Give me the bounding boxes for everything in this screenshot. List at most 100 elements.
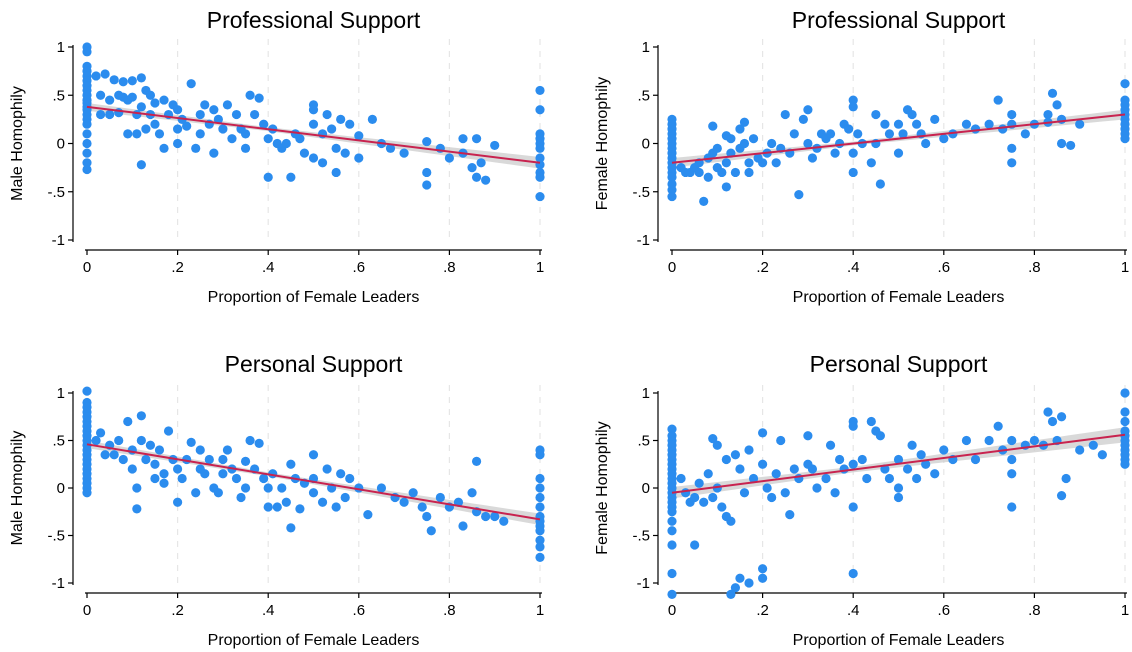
y-tick-label: -1 bbox=[637, 232, 650, 249]
data-point bbox=[195, 129, 205, 139]
data-point bbox=[408, 488, 418, 498]
data-point bbox=[744, 578, 754, 588]
data-point bbox=[245, 90, 255, 100]
data-point bbox=[317, 497, 328, 507]
data-point bbox=[1020, 129, 1030, 139]
data-point bbox=[136, 73, 146, 83]
data-point bbox=[118, 454, 128, 465]
data-point bbox=[758, 428, 768, 438]
data-point bbox=[354, 131, 364, 141]
data-point bbox=[703, 469, 713, 479]
data-point bbox=[132, 483, 142, 493]
data-point bbox=[218, 469, 228, 479]
x-tick-label: .6 bbox=[353, 602, 366, 619]
data-point bbox=[82, 119, 92, 129]
data-point bbox=[739, 138, 750, 149]
data-point bbox=[730, 167, 741, 178]
data-point bbox=[159, 143, 169, 153]
data-point bbox=[422, 511, 432, 522]
data-point bbox=[250, 109, 260, 120]
data-point bbox=[848, 459, 858, 469]
data-point bbox=[422, 180, 432, 190]
data-point bbox=[182, 121, 192, 131]
data-point bbox=[277, 483, 287, 493]
data-point bbox=[803, 138, 813, 149]
data-point bbox=[136, 435, 146, 446]
data-point bbox=[422, 136, 432, 147]
data-point bbox=[145, 90, 156, 100]
data-point bbox=[825, 440, 836, 450]
data-point bbox=[767, 138, 777, 149]
x-tick-label: .4 bbox=[262, 602, 275, 619]
data-point bbox=[191, 143, 201, 153]
data-point bbox=[173, 464, 183, 474]
data-point bbox=[680, 488, 691, 498]
data-point bbox=[767, 492, 777, 503]
y-tick-label: 1 bbox=[642, 385, 650, 402]
data-point bbox=[712, 143, 722, 153]
data-point bbox=[191, 488, 201, 498]
x-tick-label: .8 bbox=[1028, 602, 1041, 619]
data-point bbox=[907, 109, 917, 120]
data-point bbox=[875, 431, 885, 441]
data-point bbox=[240, 456, 251, 466]
data-point bbox=[699, 497, 709, 507]
data-point bbox=[893, 454, 904, 465]
data-point bbox=[721, 454, 731, 465]
x-tick-label: .8 bbox=[443, 259, 456, 276]
data-point bbox=[195, 109, 205, 120]
data-point bbox=[970, 454, 981, 465]
data-point bbox=[835, 138, 845, 149]
data-point bbox=[322, 464, 332, 474]
data-point bbox=[730, 583, 741, 593]
data-point bbox=[984, 119, 994, 129]
data-point bbox=[535, 85, 545, 96]
y-tick-label: 1 bbox=[57, 39, 65, 56]
data-point bbox=[1007, 143, 1017, 153]
data-point bbox=[91, 435, 101, 446]
data-point bbox=[1007, 109, 1017, 120]
data-point bbox=[476, 158, 486, 168]
x-tick-label: 1 bbox=[1121, 259, 1129, 276]
data-point bbox=[336, 114, 346, 124]
data-point bbox=[281, 138, 291, 149]
data-point bbox=[803, 431, 813, 441]
data-point bbox=[132, 109, 142, 120]
data-point bbox=[880, 119, 890, 129]
data-point bbox=[848, 167, 858, 178]
x-tick-label: .2 bbox=[756, 259, 769, 276]
data-point bbox=[1056, 412, 1067, 422]
data-point bbox=[830, 488, 840, 498]
y-tick-label: .5 bbox=[52, 87, 65, 104]
data-point bbox=[245, 435, 255, 446]
data-point bbox=[385, 143, 396, 153]
x-tick-label: 1 bbox=[1121, 602, 1129, 619]
data-point bbox=[240, 143, 251, 153]
data-point bbox=[331, 502, 341, 512]
data-point bbox=[286, 172, 296, 182]
data-point bbox=[82, 138, 92, 149]
y-axis-label: Male Homophily bbox=[9, 86, 26, 201]
data-point bbox=[222, 100, 233, 110]
data-point bbox=[717, 502, 727, 512]
data-point bbox=[1075, 119, 1085, 129]
data-point bbox=[1047, 416, 1058, 427]
x-tick-label: .6 bbox=[353, 259, 366, 276]
data-point bbox=[699, 196, 709, 206]
y-tick-label: -1 bbox=[52, 575, 65, 592]
data-point bbox=[105, 109, 115, 120]
panel-4: 0 .2 .4 .6 .8 1 1 .5 0 -.5 -1 Personal Support Propo… bbox=[594, 351, 1130, 649]
data-point bbox=[667, 589, 677, 600]
data-point bbox=[744, 445, 754, 455]
data-point bbox=[82, 164, 92, 175]
data-point bbox=[367, 114, 377, 124]
data-point bbox=[535, 483, 545, 493]
y-axis-label: Female Homophily bbox=[594, 421, 611, 554]
data-point bbox=[91, 71, 101, 81]
data-point bbox=[1007, 469, 1017, 479]
data-point bbox=[708, 434, 718, 444]
data-point bbox=[758, 573, 768, 583]
data-point bbox=[163, 426, 174, 436]
x-axis-label: Proportion of Female Leaders bbox=[208, 632, 420, 649]
